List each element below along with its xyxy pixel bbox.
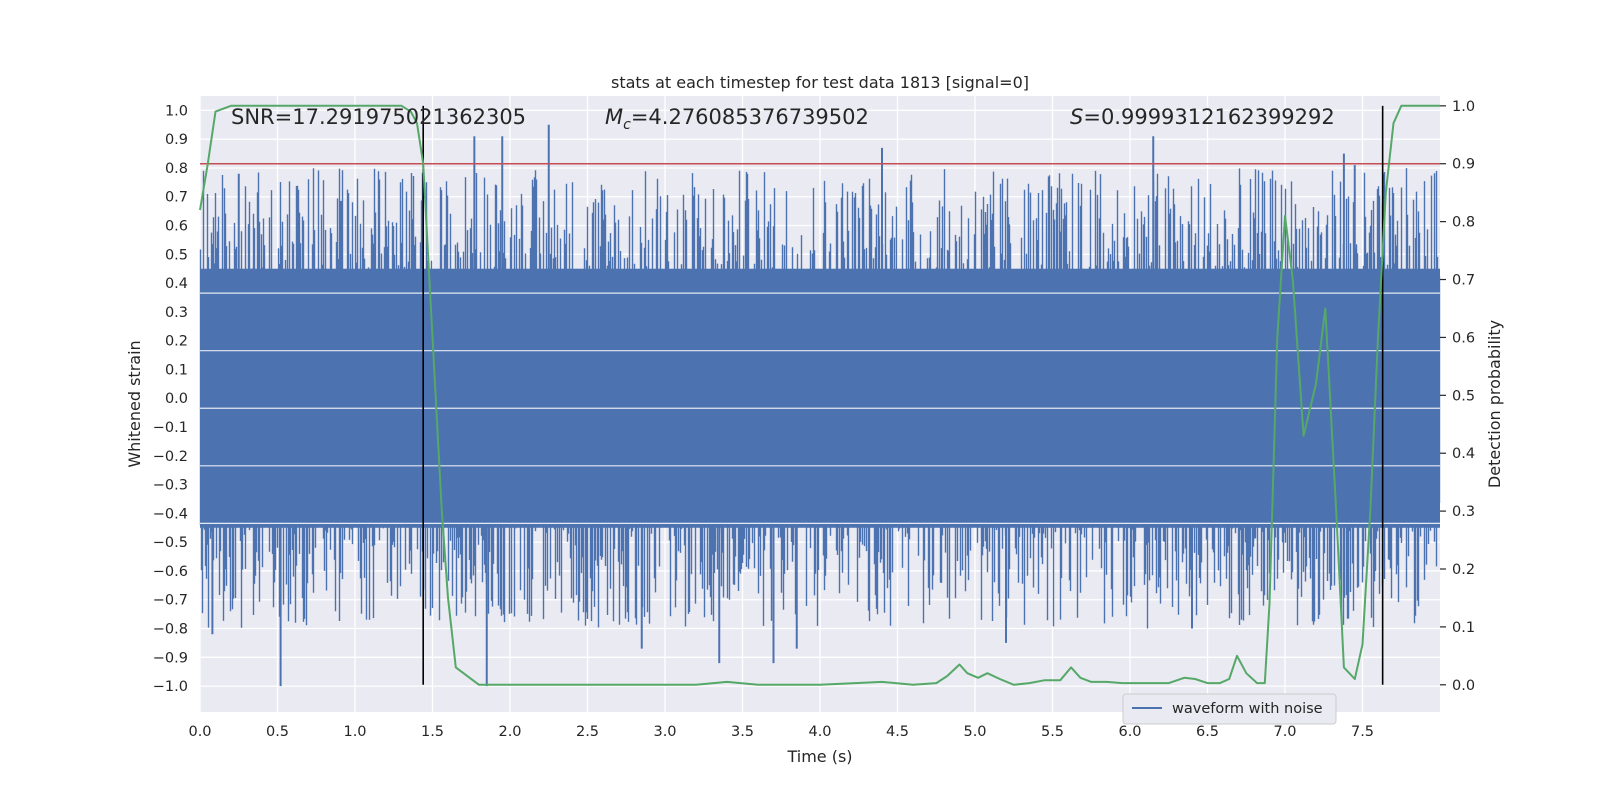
y-left-tick-label: 0.7 [165,190,188,206]
y-right-tick-label: 0.9 [1452,157,1475,173]
chirp-mass-annotation: Mc=4.276085376739502 [605,105,869,133]
y-left-tick-labels: 1.0 0.9 0.8 0.7 0.6 0.5 0.4 0.3 0.2 0.1 0.0 −0.1 −0.… [153,103,188,695]
y-right-tick-label: 0.0 [1452,678,1475,694]
y-left-tick-label: 0.8 [165,161,188,177]
y-left-tick-label: 0.3 [165,305,188,321]
y-left-tick-label: −0.8 [153,622,188,638]
x-tick-label: 1.0 [343,724,366,740]
y-right-tick-label: 0.3 [1452,504,1475,520]
legend: waveform with noise [1122,693,1337,725]
y-left-tick-label: −1.0 [153,679,188,695]
s-score-symbol: S [1070,105,1083,129]
x-axis-label: Time (s) [786,747,852,766]
y-right-axis-label: Detection probability [1485,320,1504,488]
x-tick-label: 0.5 [266,724,289,740]
x-tick-label: 5.0 [963,724,986,740]
y-left-tick-label: 0.4 [165,276,188,292]
snr-annotation: SNR=17.291975021362305 [231,105,526,129]
y-right-tick-label: 0.1 [1452,620,1475,636]
y-right-tick-label: 0.7 [1452,273,1475,289]
x-tick-label: 0.0 [188,724,211,740]
x-tick-label: 6.5 [1196,724,1219,740]
y-left-tick-label: 1.0 [165,103,188,119]
chirp-mass-subscript: c [623,117,631,133]
x-tick-label: 2.0 [498,724,521,740]
y-left-tick-label: 0.5 [165,247,188,263]
y-left-tick-label: 0.0 [165,391,188,407]
y-left-tick-label: 0.2 [165,334,188,350]
y-left-tick-label: 0.9 [165,132,188,148]
legend-label-waveform: waveform with noise [1172,701,1323,717]
y-left-tick-label: −0.4 [153,506,188,522]
y-right-tick-label: 0.4 [1452,446,1475,462]
y-left-tick-label: −0.9 [153,650,188,666]
waveform-dense-core [200,268,1440,528]
y-right-tick-label: 0.8 [1452,215,1475,231]
y-right-tick-label: 0.2 [1452,562,1475,578]
y-left-axis-label: Whitened strain [125,340,144,467]
legend-box [1122,693,1337,725]
y-left-tick-label: −0.7 [153,593,188,609]
y-right-tick-label: 0.5 [1452,388,1475,404]
x-tick-label: 3.0 [653,724,676,740]
y-right-tick-label: 0.6 [1452,330,1475,346]
waveform-series [199,124,1441,687]
vertical-markers [422,105,1384,685]
chart-title: stats at each timestep for test data 181… [611,73,1029,92]
y-left-tick-label: −0.6 [153,564,188,580]
x-tick-label: 3.5 [731,724,754,740]
x-tick-labels: 0.0 0.5 1.0 1.5 2.0 2.5 3.0 3.5 4.0 4.5 5.0 5.5 6.0 6… [188,724,1374,740]
y-right-tick-label: 1.0 [1452,99,1475,115]
x-tick-label: 5.5 [1041,724,1064,740]
y-left-tick-label: −0.3 [153,478,188,494]
chirp-mass-value: =4.276085376739502 [631,105,869,129]
y-right-tick-labels: 1.0 0.9 0.8 0.7 0.6 0.5 0.4 0.3 0.2 0.1 0.0 [1440,99,1475,694]
y-left-tick-label: 0.1 [165,362,188,378]
x-tick-label: 2.5 [576,724,599,740]
x-tick-label: 7.5 [1351,724,1374,740]
detection-probability-line [199,104,1440,686]
s-score-annotation: S=0.9999312162399292 [1070,105,1335,129]
chirp-mass-symbol: M [605,105,623,129]
y-left-tick-label: 0.6 [165,219,188,235]
x-tick-label: 7.0 [1273,724,1296,740]
x-tick-label: 1.5 [421,724,444,740]
y-left-tick-label: −0.2 [153,449,188,465]
y-left-tick-label: −0.1 [153,420,188,436]
y-left-tick-label: −0.5 [153,535,188,551]
x-tick-label: 4.0 [808,724,831,740]
x-tick-label: 4.5 [886,724,909,740]
s-score-value: =0.9999312162399292 [1083,105,1334,129]
x-tick-label: 6.0 [1118,724,1141,740]
